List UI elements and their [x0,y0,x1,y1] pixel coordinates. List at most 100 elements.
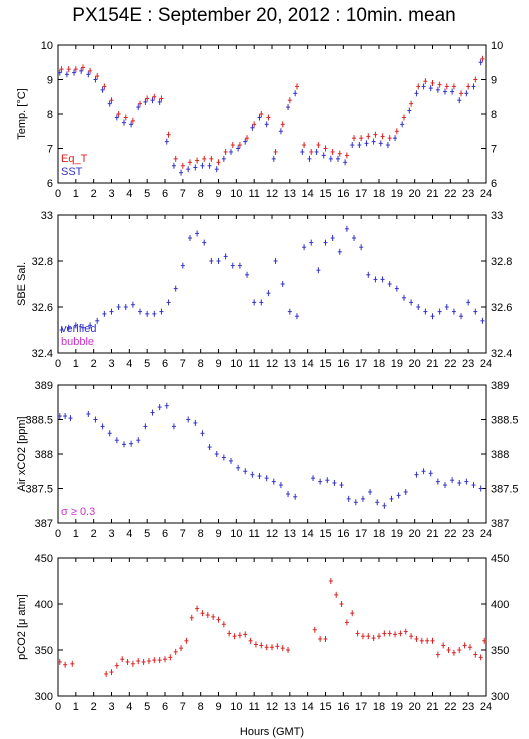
data-point [335,155,340,162]
x-tick-label: 4 [126,701,132,713]
panel-temp: 0 1 2 3 4 5 6 7 8 9 10 11 12 13 14 15 16 17 18 19 20 21 22 23 24… [16,40,503,200]
data-point [102,83,107,90]
data-point [407,107,412,114]
data-point [428,470,433,477]
data-point [250,124,255,131]
x-tick-label: 22 [444,188,456,200]
data-point [130,660,135,667]
data-point [346,495,351,502]
data-point [209,258,214,264]
x-tick-label: 4 [126,528,132,540]
data-point [237,632,242,639]
y-tick-label-right: 32.8 [491,256,512,268]
data-point [200,610,205,617]
data-point [259,299,264,306]
x-tick-label: 21 [426,701,438,713]
x-tick-label: 3 [108,528,114,540]
data-point [423,308,428,315]
data-point [286,647,291,653]
x-tick-label: 5 [144,701,150,713]
data-point [86,410,91,417]
data-point [180,162,185,169]
series-temp-1 [57,59,483,176]
data-point [444,304,449,310]
x-tick-label: 15 [319,358,331,370]
data-point [350,610,355,617]
panel-air: 0 1 2 3 4 5 6 7 8 9 10 11 12 13 14 15 16 17 18 19 20 21 22 23 24… [16,380,519,540]
data-point [57,658,62,665]
x-tick-label: 3 [108,188,114,200]
x-tick-label: 7 [180,701,186,713]
data-point [435,86,440,93]
data-point [318,478,323,485]
x-tick-label: 16 [337,528,349,540]
x-tick-label: 14 [302,358,314,370]
data-point [337,248,342,255]
data-point [116,304,121,310]
data-point [104,670,109,677]
x-tick-label: 20 [409,188,421,200]
data-point [471,83,476,90]
data-point [264,121,269,128]
data-point [378,140,383,147]
data-point [280,645,285,652]
data-point [316,142,321,149]
x-tick-label: 5 [144,188,150,200]
data-point [216,258,221,264]
x-tick-label: 1 [73,528,79,540]
y-axis-label: Air xCO2 [ppm] [16,416,28,491]
data-point [451,308,456,315]
data-point [339,482,344,489]
data-point [95,317,100,324]
data-point [325,477,330,484]
data-point [93,76,98,83]
data-point [416,83,421,90]
data-point [478,485,483,492]
data-point [294,313,299,320]
x-tick-label: 1 [73,701,79,713]
data-point [302,244,307,251]
data-point [441,642,446,649]
data-point [200,430,205,437]
plot-frame [57,384,487,524]
data-point [309,148,314,155]
data-point [457,97,462,104]
x-tick-label: 10 [230,188,242,200]
data-point [95,73,100,80]
data-point [278,128,283,135]
data-point [166,299,171,306]
y-tick-label-right: 6 [491,178,497,190]
x-tick-label: 0 [55,188,61,200]
y-tick-label-right: 32.4 [491,348,512,360]
panel-sal: 0 1 2 3 4 5 6 7 8 9 10 11 12 13 14 15 16 17 18 19 20 21 22 23 24… [16,210,512,370]
y-tick-label: 32.8 [32,256,53,268]
y-tick-label-right: 350 [491,645,509,657]
y-tick-label-right: 7 [491,144,497,156]
data-point [257,473,262,480]
data-point [166,131,171,138]
data-point [252,299,257,306]
data-point [464,90,469,97]
data-point [323,145,328,152]
x-tick-label: 12 [266,701,278,713]
data-point [332,479,337,486]
y-tick-label: 350 [35,645,53,657]
data-point [179,169,184,176]
data-point [202,155,207,162]
data-point [57,69,62,76]
x-tick-label: 8 [198,528,204,540]
data-point [186,416,191,423]
x-tick-label: 14 [302,188,314,200]
data-point [273,148,278,155]
data-point [425,637,430,644]
data-point [129,440,134,447]
x-tick-label: 23 [462,701,474,713]
data-point [273,258,278,264]
data-point [328,155,333,162]
y-tick-label: 7 [47,144,53,156]
x-tick-label: 17 [355,528,367,540]
x-tick-label: 8 [198,701,204,713]
data-point [366,271,371,278]
x-tick-label: 2 [91,701,97,713]
data-point [173,285,178,292]
